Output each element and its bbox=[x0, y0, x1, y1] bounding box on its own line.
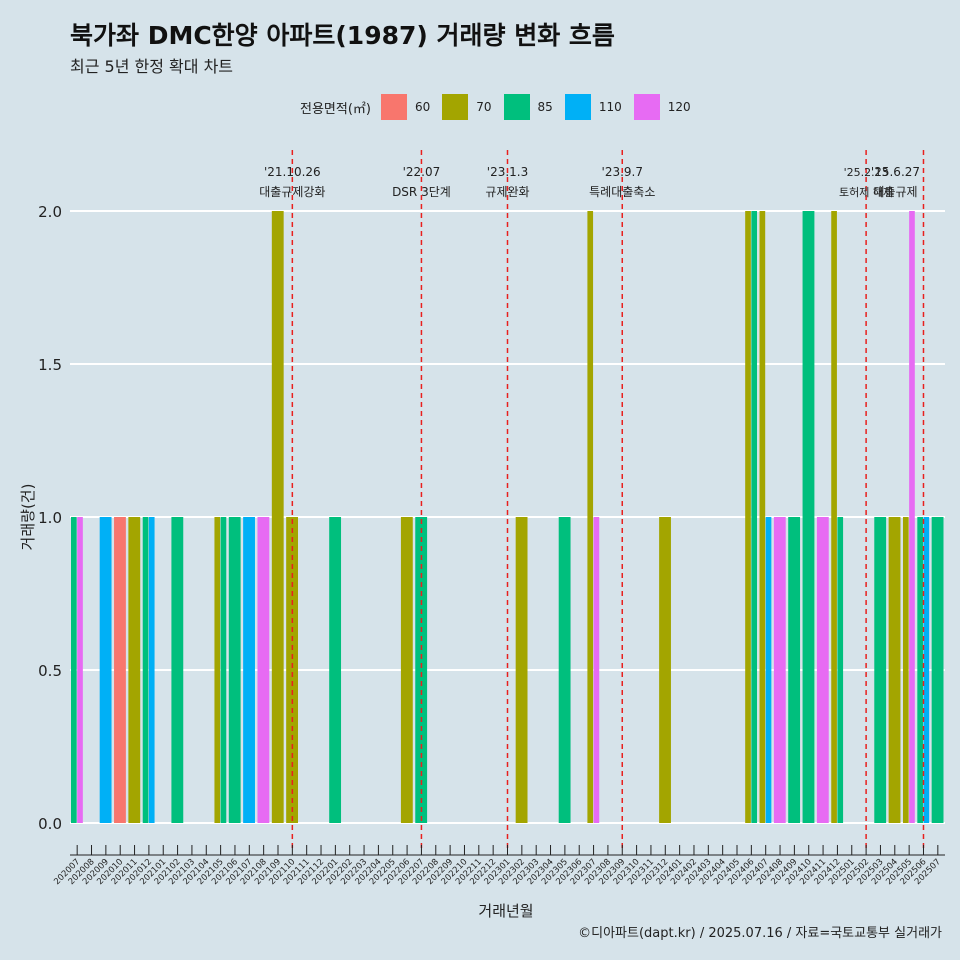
legend-swatch-110 bbox=[564, 94, 591, 120]
bar-202507-85 bbox=[931, 517, 944, 823]
event-date: '22.07 bbox=[403, 165, 441, 179]
y-tick-label: 1.0 bbox=[38, 509, 62, 527]
bar-202106-85 bbox=[228, 517, 241, 823]
legend-swatch-85 bbox=[503, 94, 530, 120]
bar-202305-85 bbox=[558, 517, 571, 823]
event-date: '23.9.7 bbox=[602, 165, 643, 179]
legend-label-120: 120 bbox=[667, 100, 691, 114]
bar-202407-70 bbox=[759, 211, 766, 823]
event-label: 대출규제강화 bbox=[259, 185, 325, 199]
bar-202312-70 bbox=[659, 517, 671, 823]
legend-item-70: 70 bbox=[442, 94, 492, 120]
legend-swatch-120 bbox=[633, 94, 660, 120]
y-tick-label: 1.5 bbox=[38, 356, 62, 374]
bar-202012-85 bbox=[142, 517, 149, 823]
bar-202009-110 bbox=[99, 517, 112, 823]
bar-202503-85 bbox=[874, 517, 887, 823]
legend-item-60: 60 bbox=[380, 94, 431, 120]
event-label: 특례대출축소 bbox=[589, 185, 655, 199]
event-date: '25.6.27 bbox=[871, 165, 920, 179]
legend-label-85: 85 bbox=[537, 100, 553, 114]
y-axis-label: 거래량(건) bbox=[19, 484, 37, 551]
bar-202007-120 bbox=[77, 517, 83, 823]
legend-item-85: 85 bbox=[503, 94, 553, 120]
event-label: DSR 3단계 bbox=[392, 185, 451, 199]
bar-202504-70 bbox=[888, 517, 901, 823]
legend-swatch-70 bbox=[442, 94, 469, 120]
bar-202506-110 bbox=[923, 517, 930, 823]
legend-label-70: 70 bbox=[476, 100, 492, 114]
chart-subtitle: 최근 5년 한정 확대 차트 bbox=[70, 57, 234, 76]
bar-202105-70 bbox=[214, 517, 221, 823]
bar-202406-70 bbox=[745, 211, 751, 823]
bar-202505-70 bbox=[902, 517, 909, 823]
bar-202307-120 bbox=[593, 517, 600, 823]
y-tick-label: 0.0 bbox=[38, 815, 62, 833]
bar-202411-120 bbox=[816, 517, 829, 823]
bar-202506-85 bbox=[917, 517, 923, 823]
chart-caption: ©디아파트(dapt.kr) / 2025.07.16 / 자료=국토교통부 실… bbox=[578, 926, 942, 941]
event-date: '23.1.3 bbox=[487, 165, 528, 179]
y-tick-label: 2.0 bbox=[38, 203, 62, 221]
bar-202505-120 bbox=[909, 211, 915, 823]
x-axis-label: 거래년월 bbox=[478, 902, 533, 920]
bar-202109-70 bbox=[271, 211, 284, 823]
bar-202007-85 bbox=[71, 517, 77, 823]
bar-202105-85 bbox=[220, 517, 227, 823]
bar-202108-120 bbox=[257, 517, 270, 823]
legend-label-60: 60 bbox=[414, 100, 431, 114]
event-label: 대출규제 bbox=[873, 185, 917, 199]
event-lines: '21.10.26 대출규제강화 '22.07 DSR 3단계 '23.1.3 규제완화 '… bbox=[259, 150, 925, 848]
bar-202207-85 bbox=[415, 517, 428, 823]
bar-202010-60 bbox=[114, 517, 126, 823]
bar-202410-85 bbox=[802, 211, 815, 823]
bar-202206-70 bbox=[400, 517, 413, 823]
legend-item-110: 110 bbox=[564, 94, 622, 120]
bar-202406-85 bbox=[751, 211, 758, 823]
bar-202107-110 bbox=[243, 517, 255, 823]
bar-202407-110 bbox=[765, 517, 772, 823]
y-axis: 0.0 0.5 1.0 1.5 2.0 bbox=[38, 203, 62, 833]
bar-202412-70 bbox=[831, 211, 837, 823]
bar-202302-70 bbox=[515, 517, 528, 823]
bars bbox=[71, 211, 944, 823]
bar-202110-70 bbox=[286, 517, 299, 823]
legend-item-120: 120 bbox=[633, 94, 691, 120]
legend-title: 전용면적(㎡) bbox=[300, 101, 371, 117]
event-date: '25.2.13 bbox=[844, 166, 889, 179]
x-axis: 2020072020082020092020102020112020122021… bbox=[52, 845, 945, 887]
event-date: '21.10.26 bbox=[264, 165, 321, 179]
legend-swatch-60 bbox=[380, 94, 407, 120]
bar-202102-85 bbox=[171, 517, 184, 823]
bar-202409-85 bbox=[788, 517, 801, 823]
bar-202201-85 bbox=[329, 517, 342, 823]
chart-title: 북가좌 DMC한양 아파트(1987) 거래량 변화 흐름 bbox=[70, 21, 615, 50]
bar-202011-70 bbox=[128, 517, 141, 823]
event-label: 규제완화 bbox=[485, 185, 529, 199]
y-tick-label: 0.5 bbox=[38, 662, 62, 680]
legend-label-110: 110 bbox=[598, 100, 622, 114]
event-label: 토허제 해제 bbox=[839, 185, 893, 199]
bar-202012-110 bbox=[148, 517, 155, 823]
legend: 전용면적(㎡) 60 70 85 110 120 bbox=[300, 93, 703, 121]
bar-202307-70 bbox=[587, 211, 594, 823]
bar-202412-85 bbox=[837, 517, 844, 823]
bar-202408-120 bbox=[773, 517, 786, 823]
